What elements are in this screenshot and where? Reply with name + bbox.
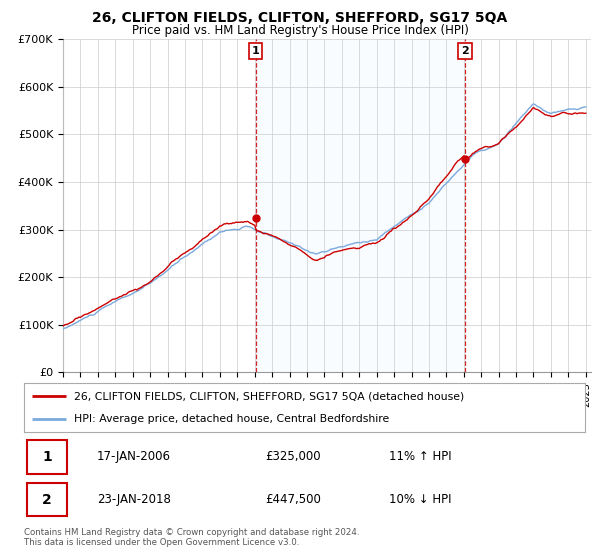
Text: Contains HM Land Registry data © Crown copyright and database right 2024.
This d: Contains HM Land Registry data © Crown c… xyxy=(24,528,359,547)
Text: £325,000: £325,000 xyxy=(265,450,321,464)
Text: 26, CLIFTON FIELDS, CLIFTON, SHEFFORD, SG17 5QA: 26, CLIFTON FIELDS, CLIFTON, SHEFFORD, S… xyxy=(92,11,508,25)
Text: 1: 1 xyxy=(42,450,52,464)
Text: 2: 2 xyxy=(461,46,469,56)
Text: 1: 1 xyxy=(251,46,259,56)
Text: 10% ↓ HPI: 10% ↓ HPI xyxy=(389,493,451,506)
FancyBboxPatch shape xyxy=(27,440,67,474)
FancyBboxPatch shape xyxy=(27,483,67,516)
Text: 2: 2 xyxy=(42,493,52,506)
Text: 17-JAN-2006: 17-JAN-2006 xyxy=(97,450,171,464)
Text: HPI: Average price, detached house, Central Bedfordshire: HPI: Average price, detached house, Cent… xyxy=(74,414,390,424)
Text: 23-JAN-2018: 23-JAN-2018 xyxy=(97,493,171,506)
Text: £447,500: £447,500 xyxy=(265,493,321,506)
Text: Price paid vs. HM Land Registry's House Price Index (HPI): Price paid vs. HM Land Registry's House … xyxy=(131,24,469,36)
Text: 11% ↑ HPI: 11% ↑ HPI xyxy=(389,450,451,464)
Bar xyxy=(256,39,465,372)
Text: 26, CLIFTON FIELDS, CLIFTON, SHEFFORD, SG17 5QA (detached house): 26, CLIFTON FIELDS, CLIFTON, SHEFFORD, S… xyxy=(74,391,465,402)
